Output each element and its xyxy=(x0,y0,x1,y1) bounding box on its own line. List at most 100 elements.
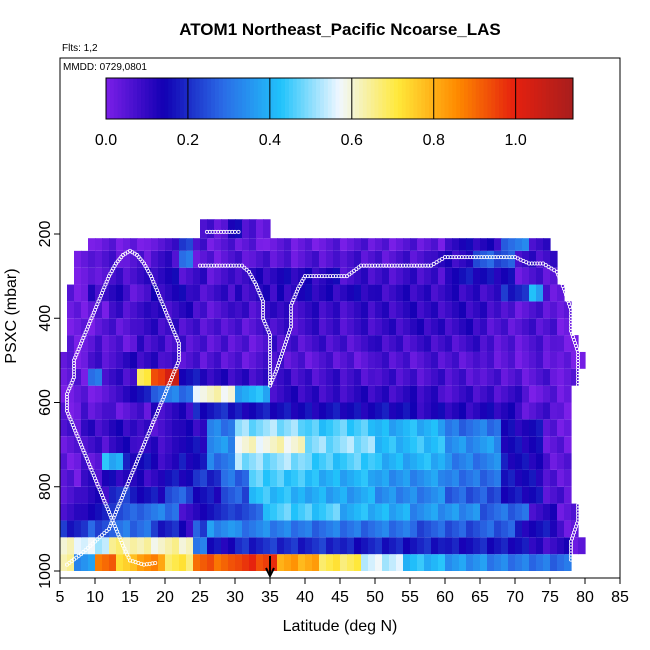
heatmap-cell xyxy=(354,469,362,487)
heatmap-cell xyxy=(515,267,523,285)
heatmap-cell xyxy=(214,436,222,454)
heatmap-cell xyxy=(186,537,194,555)
heatmap-cell xyxy=(270,351,278,369)
heatmap-cell xyxy=(88,503,96,521)
heatmap-cell xyxy=(200,301,208,319)
colorbar-swatch xyxy=(452,78,457,119)
heatmap-cell xyxy=(529,537,537,555)
heatmap-cell xyxy=(291,351,299,369)
heatmap-cell xyxy=(445,419,453,437)
heatmap-cell xyxy=(305,469,313,487)
heatmap-cell xyxy=(396,351,404,369)
heatmap-cell xyxy=(207,267,215,285)
colorbar-swatch xyxy=(378,78,383,119)
heatmap-cell xyxy=(88,486,96,504)
heatmap-cell xyxy=(263,238,271,251)
heatmap-cell xyxy=(235,554,243,571)
heatmap-cell xyxy=(508,284,516,302)
heatmap-cell xyxy=(564,436,572,454)
heatmap-cell xyxy=(536,419,544,437)
heatmap-cell xyxy=(291,318,299,336)
heatmap-cell xyxy=(109,486,117,504)
heatmap-cell xyxy=(144,419,152,437)
heatmap-cell xyxy=(109,537,117,555)
colorbar-swatch xyxy=(471,78,477,119)
colorbar-swatch xyxy=(413,78,418,119)
heatmap-cell xyxy=(305,250,313,268)
track-point xyxy=(428,263,433,268)
heatmap-cell xyxy=(529,385,537,403)
heatmap-cell xyxy=(536,301,544,319)
heatmap-cell xyxy=(396,537,404,555)
heatmap-cell xyxy=(536,503,544,521)
heatmap-cell xyxy=(424,419,432,437)
track-point xyxy=(434,260,439,265)
heatmap-cell xyxy=(263,419,271,437)
heatmap-cell xyxy=(284,238,292,251)
heatmap-cell xyxy=(571,520,579,538)
heatmap-cell xyxy=(137,419,145,437)
heatmap-cell xyxy=(207,503,215,521)
heatmap-cell xyxy=(494,453,502,470)
colorbar-swatch xyxy=(222,78,228,119)
heatmap-cell xyxy=(158,238,166,251)
heatmap-cell xyxy=(207,351,215,369)
colorbar-swatch xyxy=(281,78,286,119)
heatmap-cell xyxy=(116,520,124,538)
heatmap-cell xyxy=(522,318,530,336)
heatmap-cell xyxy=(277,486,285,504)
heatmap-cell xyxy=(389,335,397,352)
heatmap-cell xyxy=(361,520,369,538)
heatmap-cell xyxy=(326,520,334,538)
heatmap-cell xyxy=(277,250,285,268)
heatmap-cell xyxy=(452,469,460,487)
heatmap-cell xyxy=(102,284,110,302)
heatmap-cell xyxy=(389,351,397,369)
heatmap-cell xyxy=(550,436,558,454)
x-tick-label: 15 xyxy=(121,589,139,606)
heatmap-cell xyxy=(277,318,285,336)
heatmap-cell xyxy=(172,351,180,369)
heatmap-cell xyxy=(207,486,215,504)
heatmap-cell xyxy=(88,469,96,487)
heatmap-cell xyxy=(144,520,152,538)
heatmap-cell xyxy=(193,250,201,268)
heatmap-cell xyxy=(543,486,551,504)
heatmap-cell xyxy=(256,335,264,352)
heatmap-cell xyxy=(221,486,229,504)
track-point xyxy=(242,265,247,270)
heatmap-cell xyxy=(186,486,194,504)
track-point xyxy=(420,263,425,268)
heatmap-cell xyxy=(116,284,124,302)
track-point xyxy=(541,261,546,266)
heatmap-cell xyxy=(284,436,292,454)
colorbar-swatch xyxy=(113,78,119,119)
heatmap-cell xyxy=(459,503,467,521)
heatmap-cell xyxy=(375,318,383,336)
heatmap-cell xyxy=(228,469,236,487)
heatmap-cell xyxy=(242,503,250,521)
heatmap-cell xyxy=(445,436,453,454)
heatmap-cell xyxy=(277,520,285,538)
heatmap-cell xyxy=(445,520,453,538)
x-tick-label: 70 xyxy=(506,589,524,606)
heatmap-cell xyxy=(95,351,103,369)
heatmap-cell xyxy=(179,368,187,386)
heatmap-cell xyxy=(284,284,292,302)
heatmap-cell xyxy=(214,351,222,369)
heatmap-cell xyxy=(137,284,145,302)
track-point xyxy=(358,263,363,268)
heatmap-cell xyxy=(347,368,355,386)
heatmap-cell xyxy=(263,267,271,285)
heatmap-cell xyxy=(172,402,180,420)
heatmap-cell xyxy=(214,219,222,239)
heatmap-cell xyxy=(151,453,159,470)
heatmap-cell xyxy=(172,238,180,251)
heatmap-cell xyxy=(487,486,495,504)
heatmap-cell xyxy=(333,335,341,352)
heatmap-cell xyxy=(242,335,250,352)
heatmap-cell xyxy=(508,368,516,386)
heatmap-cell xyxy=(242,469,250,487)
heatmap-cell xyxy=(312,453,320,470)
